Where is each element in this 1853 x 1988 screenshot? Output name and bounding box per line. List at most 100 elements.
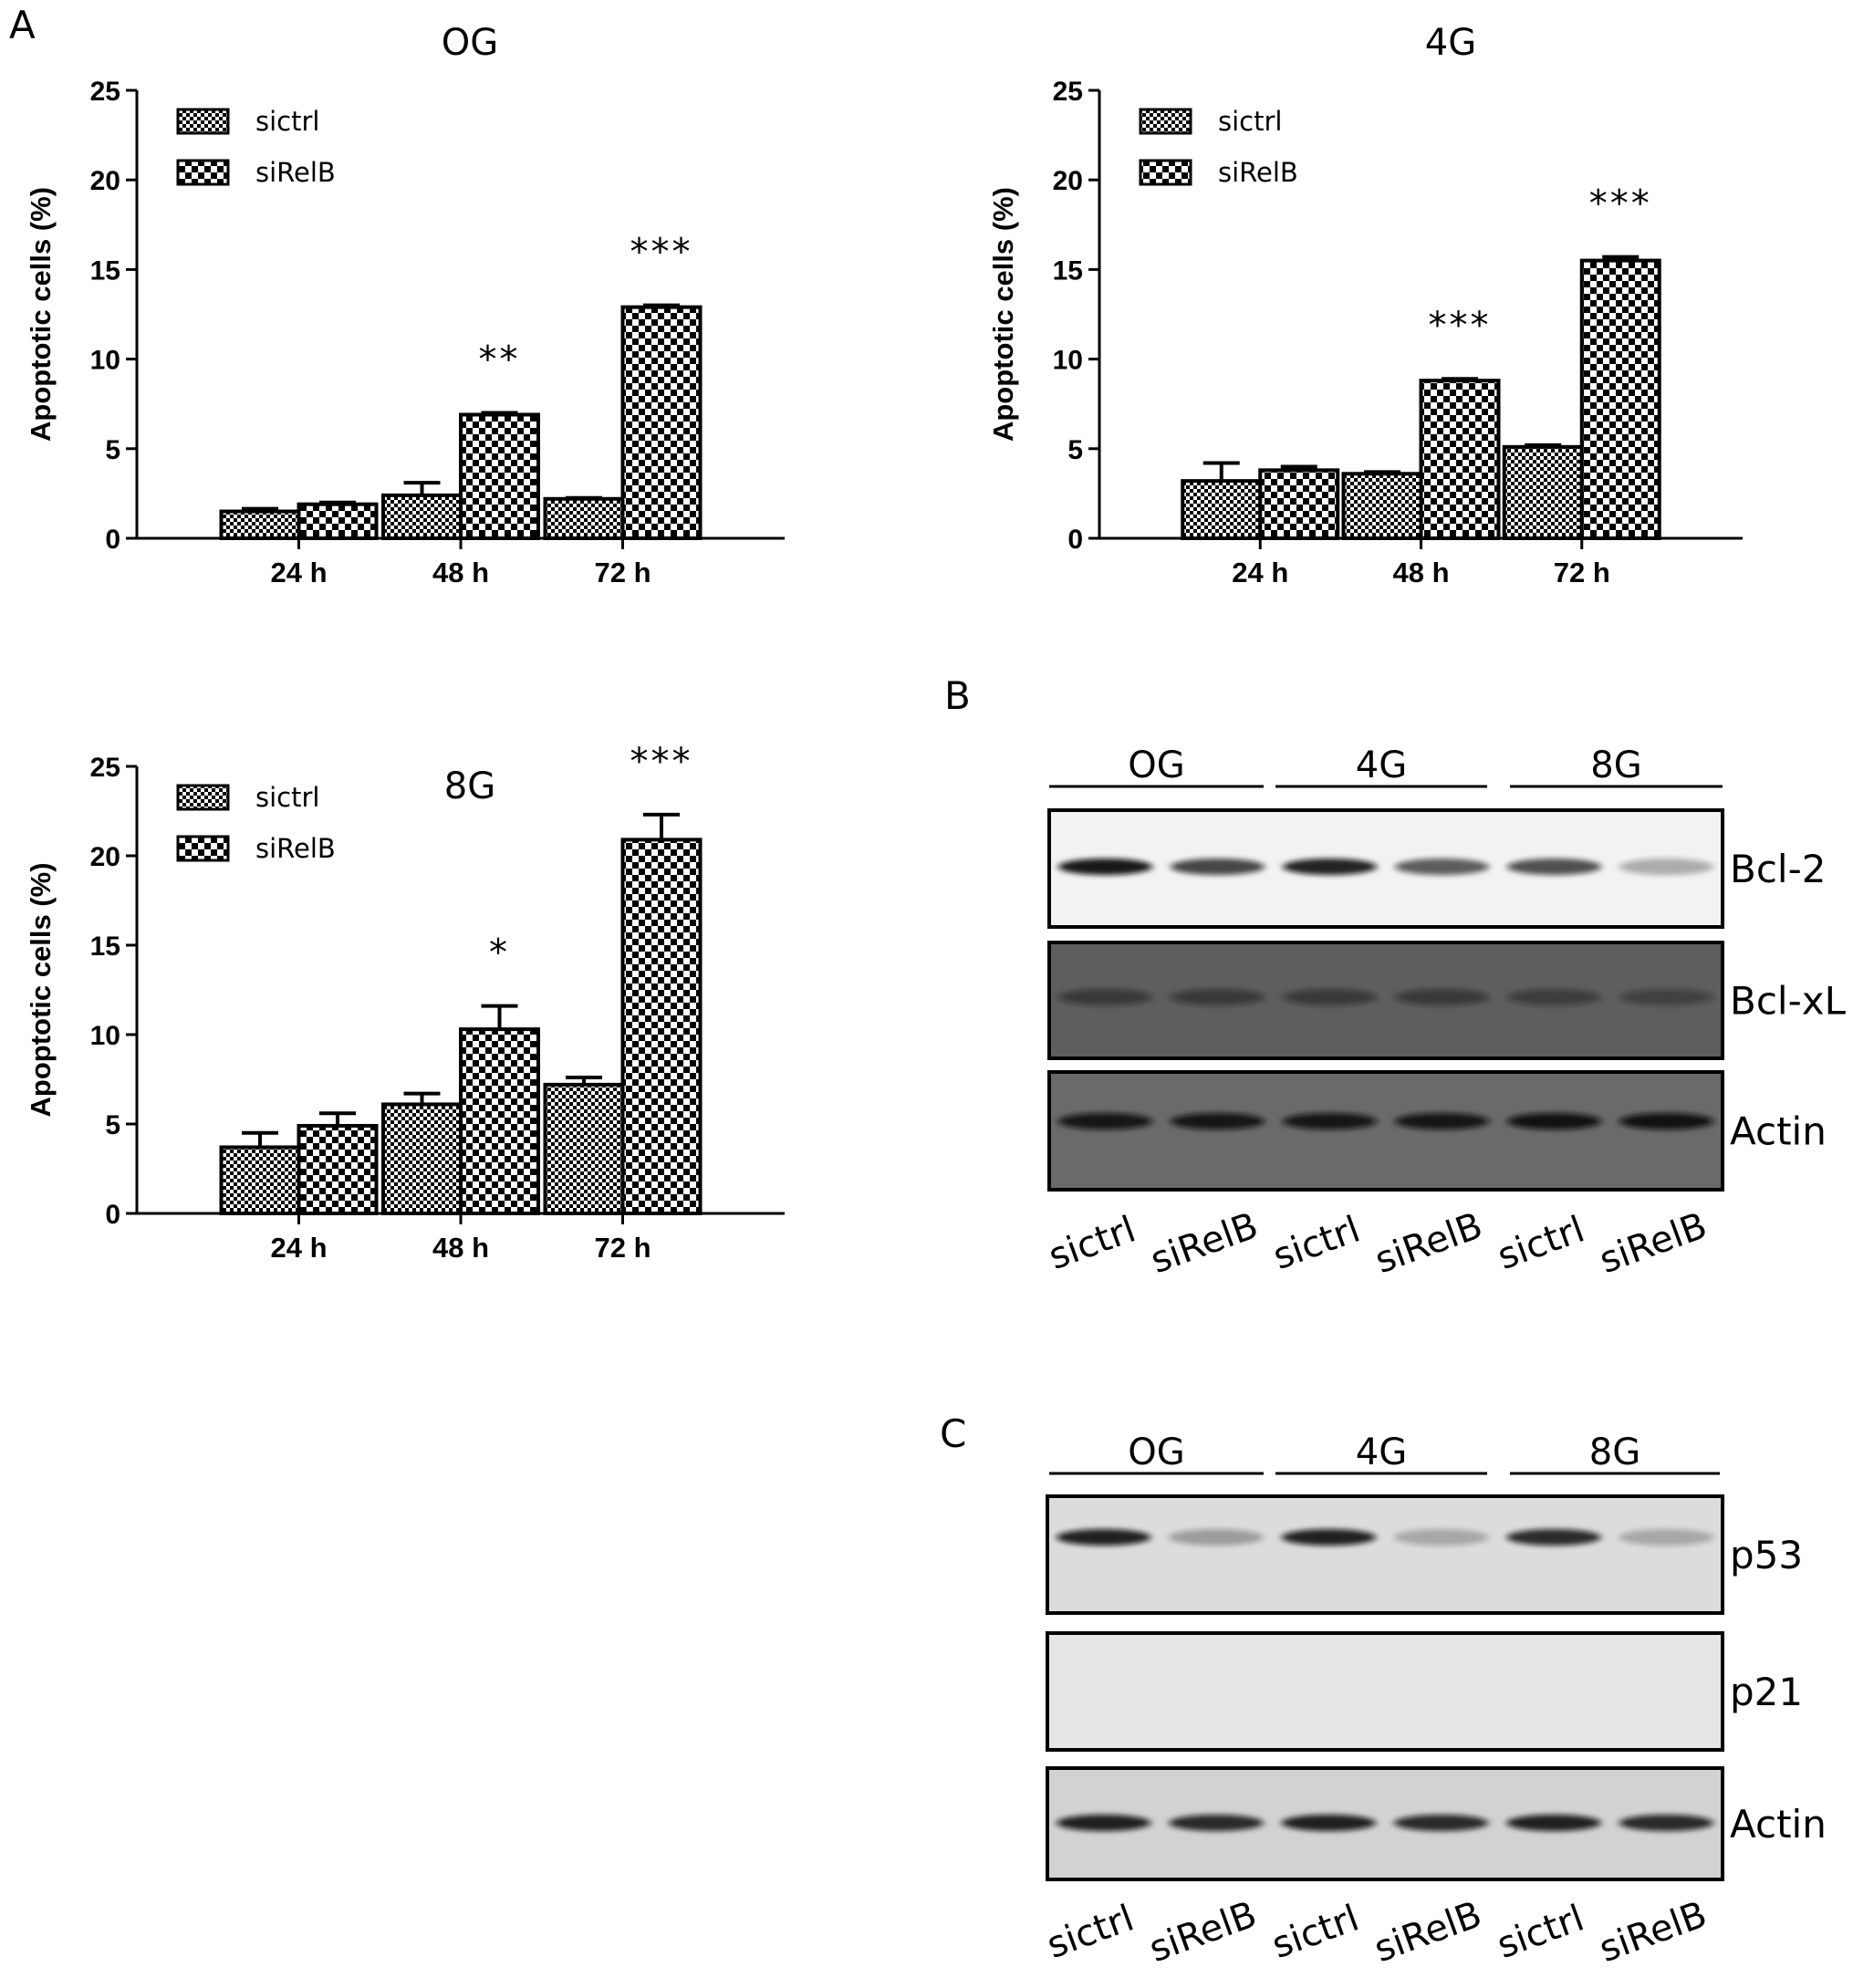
- bar-sirelb: [297, 1123, 379, 1215]
- panel-label-b: B: [944, 673, 971, 718]
- y-tick-label: 0: [1067, 525, 1083, 555]
- y-tick-label: 15: [90, 932, 120, 962]
- protein-band: [1169, 1529, 1264, 1546]
- band-label: Actin: [1730, 1802, 1827, 1847]
- significance-marker: ***: [630, 232, 693, 274]
- legend-label: sictrl: [255, 782, 319, 813]
- lane-label: sictrl: [1492, 1898, 1589, 1967]
- y-tick-label: 10: [1053, 346, 1083, 376]
- y-tick-label: 25: [90, 77, 120, 107]
- panel-label-c: C: [940, 1411, 966, 1456]
- band-label: p21: [1730, 1670, 1803, 1714]
- protein-band: [1281, 1815, 1377, 1831]
- protein-band: [1282, 1113, 1378, 1129]
- protein-band: [1281, 1529, 1377, 1546]
- y-tick-label: 0: [105, 525, 120, 555]
- legend-label: siRelB: [255, 833, 336, 864]
- significance-marker: *: [489, 932, 510, 974]
- protein-band: [1393, 1815, 1489, 1831]
- y-tick-label: 5: [105, 435, 120, 465]
- band-label: Actin: [1730, 1109, 1827, 1154]
- blot-panel-actin: [1047, 1070, 1724, 1192]
- lane-label: sictrl: [1493, 1209, 1590, 1278]
- protein-band: [1170, 1113, 1265, 1129]
- significance-marker: ***: [1589, 183, 1652, 225]
- significance-marker: ***: [630, 741, 693, 783]
- y-axis-label: Apoptotic cells (%): [25, 187, 57, 442]
- lane-label: siRelB: [1594, 1893, 1712, 1971]
- y-tick-label: 20: [90, 842, 120, 872]
- bar-sictrl: [219, 1145, 301, 1215]
- y-tick-label: 20: [90, 166, 120, 196]
- y-tick-label: 5: [1067, 435, 1083, 465]
- group-label: 4G: [1356, 1431, 1407, 1473]
- band-label: Bcl-2: [1730, 847, 1826, 891]
- bar-sictrl: [219, 509, 301, 540]
- legend-label: sictrl: [1218, 106, 1282, 137]
- protein-band: [1506, 1529, 1601, 1546]
- legend-swatch-sictrl: [176, 784, 230, 811]
- x-tick-label: 48 h: [432, 1232, 489, 1264]
- bar-sirelb: [620, 838, 703, 1215]
- bar-chart-og: OG 0 5 10 15 20 25 Apoptotic cells (%) 24 h 48 h *…: [25, 22, 785, 588]
- bar-sirelb: [459, 1027, 540, 1215]
- protein-band: [1056, 1815, 1151, 1831]
- bar-sictrl: [381, 493, 463, 541]
- group-label: 8G: [1589, 1431, 1640, 1473]
- blot-panel-actin: [1046, 1766, 1724, 1881]
- x-tick-label: 72 h: [1554, 557, 1610, 588]
- protein-band: [1057, 989, 1153, 1005]
- lane-label: sictrl: [1042, 1898, 1140, 1967]
- protein-band: [1506, 859, 1602, 875]
- protein-band: [1619, 1815, 1714, 1831]
- lane-label: siRelB: [1144, 1893, 1263, 1971]
- blot-panel-bcl-2: [1047, 808, 1724, 929]
- protein-band: [1282, 989, 1378, 1005]
- legend-swatch-sirelb: [176, 159, 230, 186]
- lane-label: siRelB: [1369, 1893, 1487, 1971]
- lane-label: sictrl: [1044, 1209, 1141, 1278]
- lane-label: sictrl: [1266, 1898, 1364, 1967]
- chart-title: 8G: [444, 765, 495, 807]
- bar-sictrl: [381, 1102, 463, 1215]
- chart-title: 4G: [1425, 22, 1476, 64]
- group-label: 8G: [1590, 744, 1641, 786]
- protein-band: [1170, 859, 1265, 875]
- significance-marker: **: [479, 339, 521, 381]
- protein-band: [1170, 989, 1265, 1005]
- bar-sictrl: [1502, 444, 1584, 540]
- group-label: 4G: [1356, 744, 1407, 786]
- y-axis-label: Apoptotic cells (%): [987, 187, 1019, 442]
- x-tick-label: 72 h: [594, 557, 651, 588]
- bar-sirelb: [297, 502, 379, 541]
- bar-sirelb: [1579, 258, 1661, 540]
- band-label: Bcl-xL: [1730, 979, 1847, 1024]
- legend-swatch-sirelb: [1139, 159, 1192, 186]
- legend-swatch-sirelb: [176, 835, 230, 862]
- x-tick-label: 24 h: [270, 1232, 327, 1264]
- protein-band: [1394, 859, 1490, 875]
- protein-band: [1057, 859, 1153, 875]
- bar-sictrl: [1341, 472, 1423, 541]
- y-tick-label: 15: [90, 255, 120, 286]
- y-tick-label: 15: [1053, 255, 1083, 286]
- blot-panel-p53: [1046, 1494, 1724, 1615]
- protein-band: [1057, 1113, 1153, 1129]
- x-tick-label: 24 h: [1232, 557, 1288, 588]
- y-tick-label: 20: [1053, 166, 1083, 196]
- x-tick-label: 72 h: [594, 1232, 651, 1264]
- protein-band: [1394, 1113, 1490, 1129]
- protein-band: [1394, 989, 1490, 1005]
- y-tick-label: 10: [90, 346, 120, 376]
- y-tick-label: 0: [105, 1200, 120, 1230]
- bar-chart-8g: 8G 0 5 10 15 20 25 Apoptotic cells (%) 24 h 48 h *…: [25, 741, 785, 1264]
- protein-band: [1393, 1529, 1489, 1546]
- bar-sirelb: [1258, 468, 1340, 540]
- bar-sictrl: [1181, 479, 1263, 540]
- protein-band: [1282, 859, 1378, 875]
- lane-label: siRelB: [1369, 1204, 1488, 1282]
- y-tick-label: 25: [90, 753, 120, 783]
